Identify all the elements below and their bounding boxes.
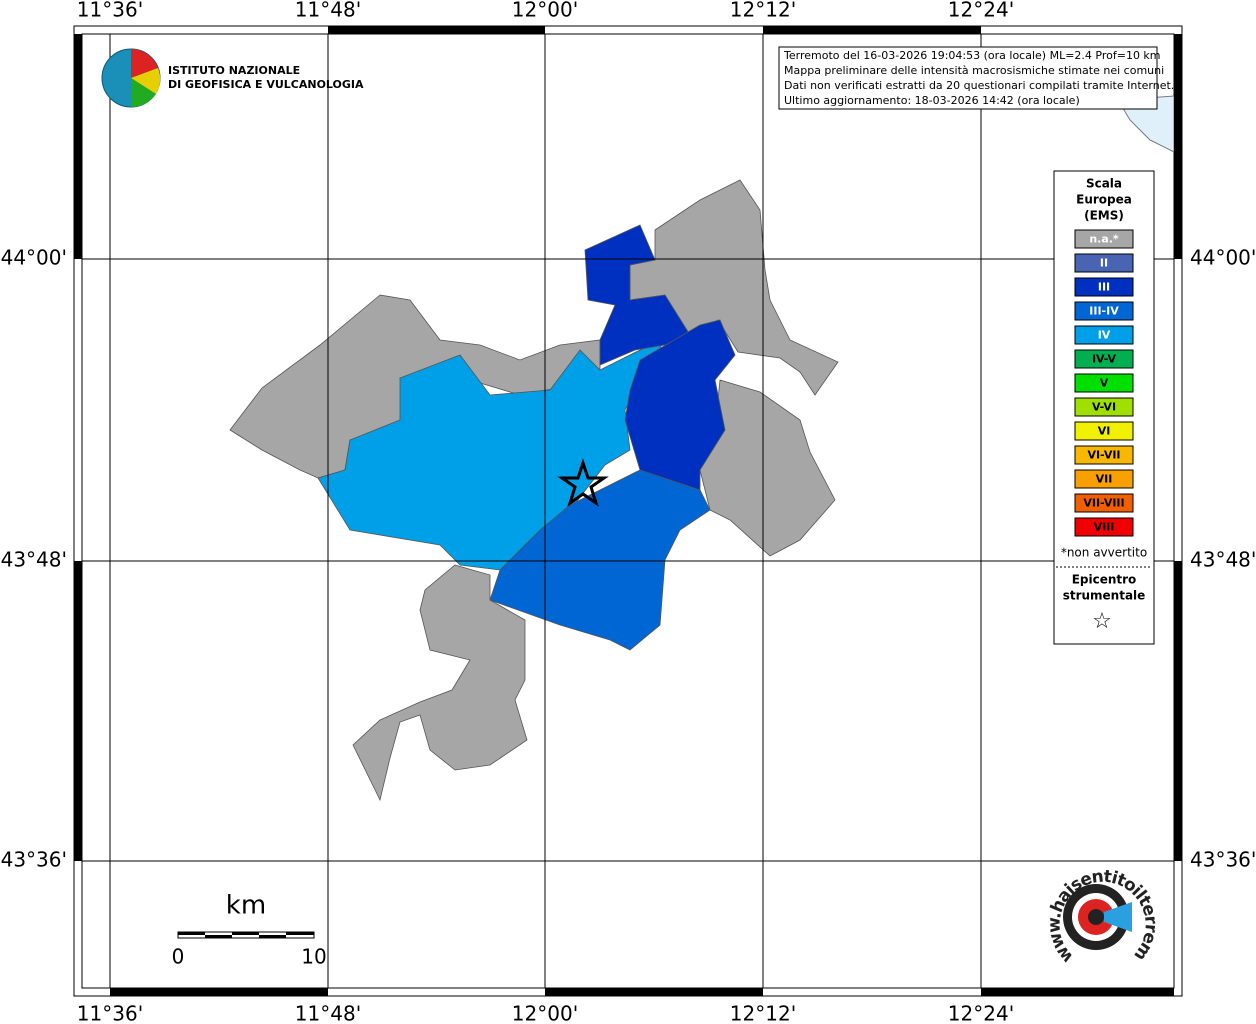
legend-swatch [1074,493,1134,513]
legend: ScalaEuropea(EMS)n.a.*IIIIIIII-IVIVIV-VV… [1074,177,1134,537]
info-line: Terremoto del 16-03-2026 19:04:53 (ora l… [783,49,1161,62]
legend-swatch [1074,421,1134,441]
legend-title: Scala [1086,177,1122,191]
legend-label: IV-V [1092,353,1117,366]
ingv-logo: ISTITUTO NAZIONALE DI GEOFISICA E VULCAN… [101,48,364,108]
latitude-label: 43°36' [1190,848,1256,872]
legend-label: II [1100,257,1108,270]
longitude-label: 12°00' [512,1002,578,1024]
region-iii [624,319,736,491]
logo-text: DI GEOFISICA E VULCANOLOGIA [168,78,364,91]
legend-swatch [1074,517,1134,537]
info-line: Ultimo aggiornamento: 18-03-2026 14:42 (… [784,94,1080,107]
legend-note: *non avvertito [1061,546,1147,560]
latitude-label: 44°00' [1,246,67,270]
legend-label: IV [1098,329,1111,342]
legend-star: ☆ [1092,609,1112,634]
info-line: Mappa preliminare delle intensità macros… [784,64,1164,77]
legend-swatch [1074,277,1134,297]
logo-megaphone [1104,902,1132,932]
longitude-label: 11°48' [295,0,361,22]
legend-epicenter: strumentale [1063,589,1146,603]
info-text: Terremoto del 16-03-2026 19:04:53 (ora l… [783,49,1174,107]
legend-title: Europea [1076,193,1132,207]
logo-segment [131,68,161,94]
longitude-label: 12°00' [512,0,578,22]
legend-label: III-IV [1089,305,1119,318]
info-box [778,46,1158,110]
legend-swatch [1074,397,1134,417]
logo-segment [131,49,158,78]
legend-label: VII-VIII [1083,497,1124,510]
legend-label: V [1100,377,1109,390]
logo-text: ISTITUTO NAZIONALE [168,64,300,77]
latitude-label: 43°36' [1,848,67,872]
scale-unit: km [226,891,266,921]
legend-label: VII [1096,473,1113,486]
legend-swatch [1074,373,1134,393]
legend-title: (EMS) [1084,209,1124,223]
graticule [82,34,1174,988]
longitude-label: 12°24' [948,0,1014,22]
legend-swatch [1074,349,1134,369]
longitude-label: 11°48' [295,1002,361,1024]
legend-label: III [1098,281,1110,294]
scale-start: 0 [172,945,185,969]
legend-epicenter: Epicentro [1072,573,1137,587]
latitude-label: 44°00' [1190,246,1256,270]
info-line: Dati non verificati estratti da 20 quest… [784,79,1174,92]
legend-label: n.a.* [1089,233,1119,246]
sea [1117,95,1175,153]
logo-ring [1088,909,1104,925]
legend-swatch [1074,325,1134,345]
legend-swatch [1074,229,1134,249]
scale-bar: km 0 10 [172,891,327,969]
legend-swatch [1074,469,1134,489]
longitude-label: 12°24' [948,1002,1014,1024]
legend-swatch [1074,445,1134,465]
legend-label: VI-VII [1087,449,1120,462]
legend-label: VIII [1094,521,1115,534]
longitude-label: 12°12' [730,1002,796,1024]
latitude-label: 43°48' [1,548,67,572]
legend-swatch [1074,253,1134,273]
frame-bars [74,26,1182,996]
latitude-label: 43°48' [1190,548,1256,572]
longitude-label: 11°36' [77,1002,143,1024]
legend-label: V-VI [1092,401,1116,414]
longitude-label: 11°36' [77,0,143,22]
longitude-label: 12°12' [730,0,796,22]
legend-label: VI [1098,425,1111,438]
epicenter [557,458,609,507]
scale-end: 10 [301,945,326,969]
logo-segment [131,78,156,108]
region-na [352,564,528,802]
legend-swatch [1074,301,1134,321]
